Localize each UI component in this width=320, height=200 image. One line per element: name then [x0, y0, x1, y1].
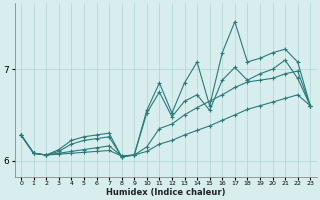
X-axis label: Humidex (Indice chaleur): Humidex (Indice chaleur)	[106, 188, 225, 197]
